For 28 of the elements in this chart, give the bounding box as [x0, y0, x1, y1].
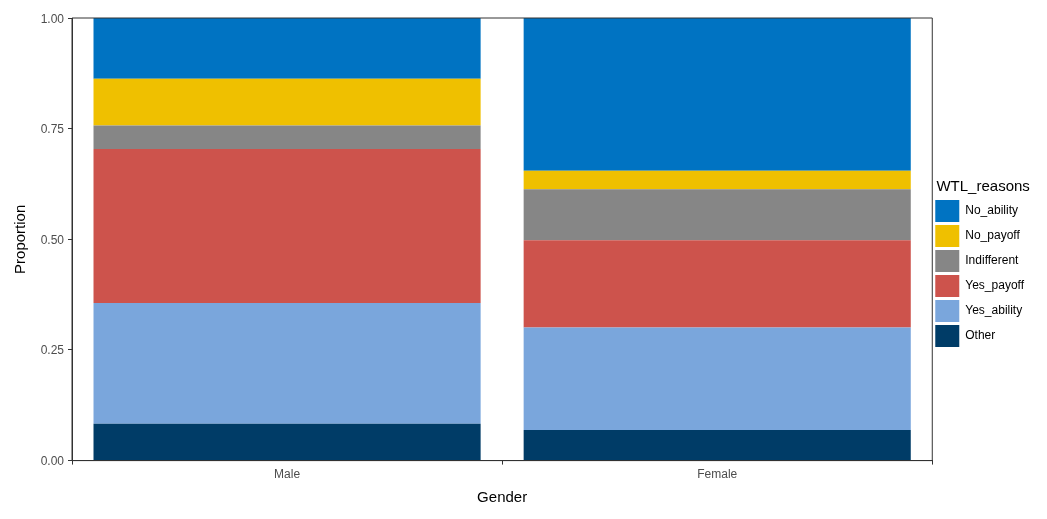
y-tick-label: 0.25	[40, 343, 65, 358]
y-axis-title: Proportion	[11, 204, 29, 274]
legend-label: Indifferent	[965, 253, 1020, 268]
bar	[523, 327, 911, 431]
bar	[523, 240, 911, 328]
bar	[523, 18, 911, 171]
y-tick-label: 1.00	[40, 11, 65, 26]
bar	[523, 189, 911, 241]
y-tick-label: 0.00	[40, 454, 65, 469]
bar	[523, 170, 911, 190]
y-tick-label: 0.75	[40, 122, 65, 137]
bar	[93, 303, 481, 424]
bar	[93, 78, 481, 126]
legend-label: No_ability	[965, 203, 1018, 218]
bar	[93, 18, 481, 79]
legend-label: No_payoff	[965, 228, 1021, 243]
y-tick-label: 0.50	[40, 232, 65, 247]
legend-title: WTL_reasons	[936, 176, 1030, 194]
x-tick-label: Female	[697, 467, 738, 482]
x-tick-label: Male	[274, 467, 301, 482]
legend-label: Other	[965, 328, 996, 343]
x-axis-title: Gender	[477, 488, 528, 506]
legend-label: Yes_payoff	[965, 278, 1025, 293]
bar	[93, 149, 481, 304]
bar	[93, 423, 481, 461]
legend-label: Yes_ability	[965, 303, 1023, 318]
bar	[523, 430, 911, 461]
bar	[93, 125, 481, 150]
